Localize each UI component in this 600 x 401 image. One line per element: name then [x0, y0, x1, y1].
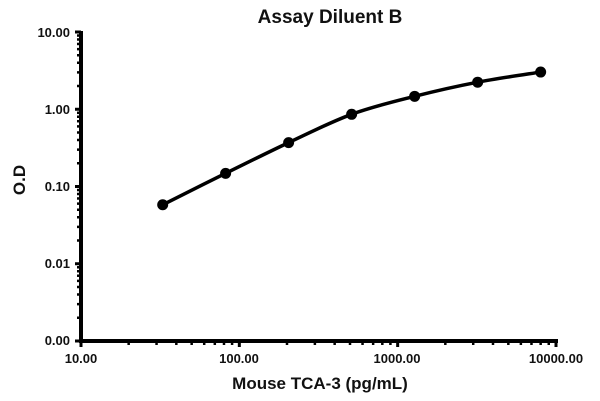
data-series — [157, 66, 547, 211]
x-tick-label: 10.00 — [64, 351, 98, 366]
data-point — [535, 66, 547, 78]
x-axis-label: Mouse TCA-3 (pg/mL) — [232, 374, 408, 393]
x-tick-label: 1000.00 — [373, 351, 421, 366]
data-point — [157, 199, 169, 211]
data-point — [346, 108, 358, 120]
x-tick-label: 10000.00 — [528, 351, 584, 366]
data-point — [283, 137, 295, 149]
data-point — [409, 90, 421, 102]
y-tick-label: 1.00 — [44, 102, 70, 117]
chart-title: Assay Diluent B — [257, 7, 403, 28]
y-tick-label: 10.00 — [37, 25, 70, 40]
x-tick-label: 100.00 — [219, 351, 259, 366]
data-point — [472, 76, 484, 88]
series-line — [161, 70, 541, 207]
y-tick-label: 0.01 — [44, 256, 70, 271]
y-tick-label: 0.00 — [44, 333, 70, 348]
y-tick-label: 0.10 — [44, 179, 70, 194]
data-point — [220, 167, 232, 179]
axes — [75, 30, 558, 347]
